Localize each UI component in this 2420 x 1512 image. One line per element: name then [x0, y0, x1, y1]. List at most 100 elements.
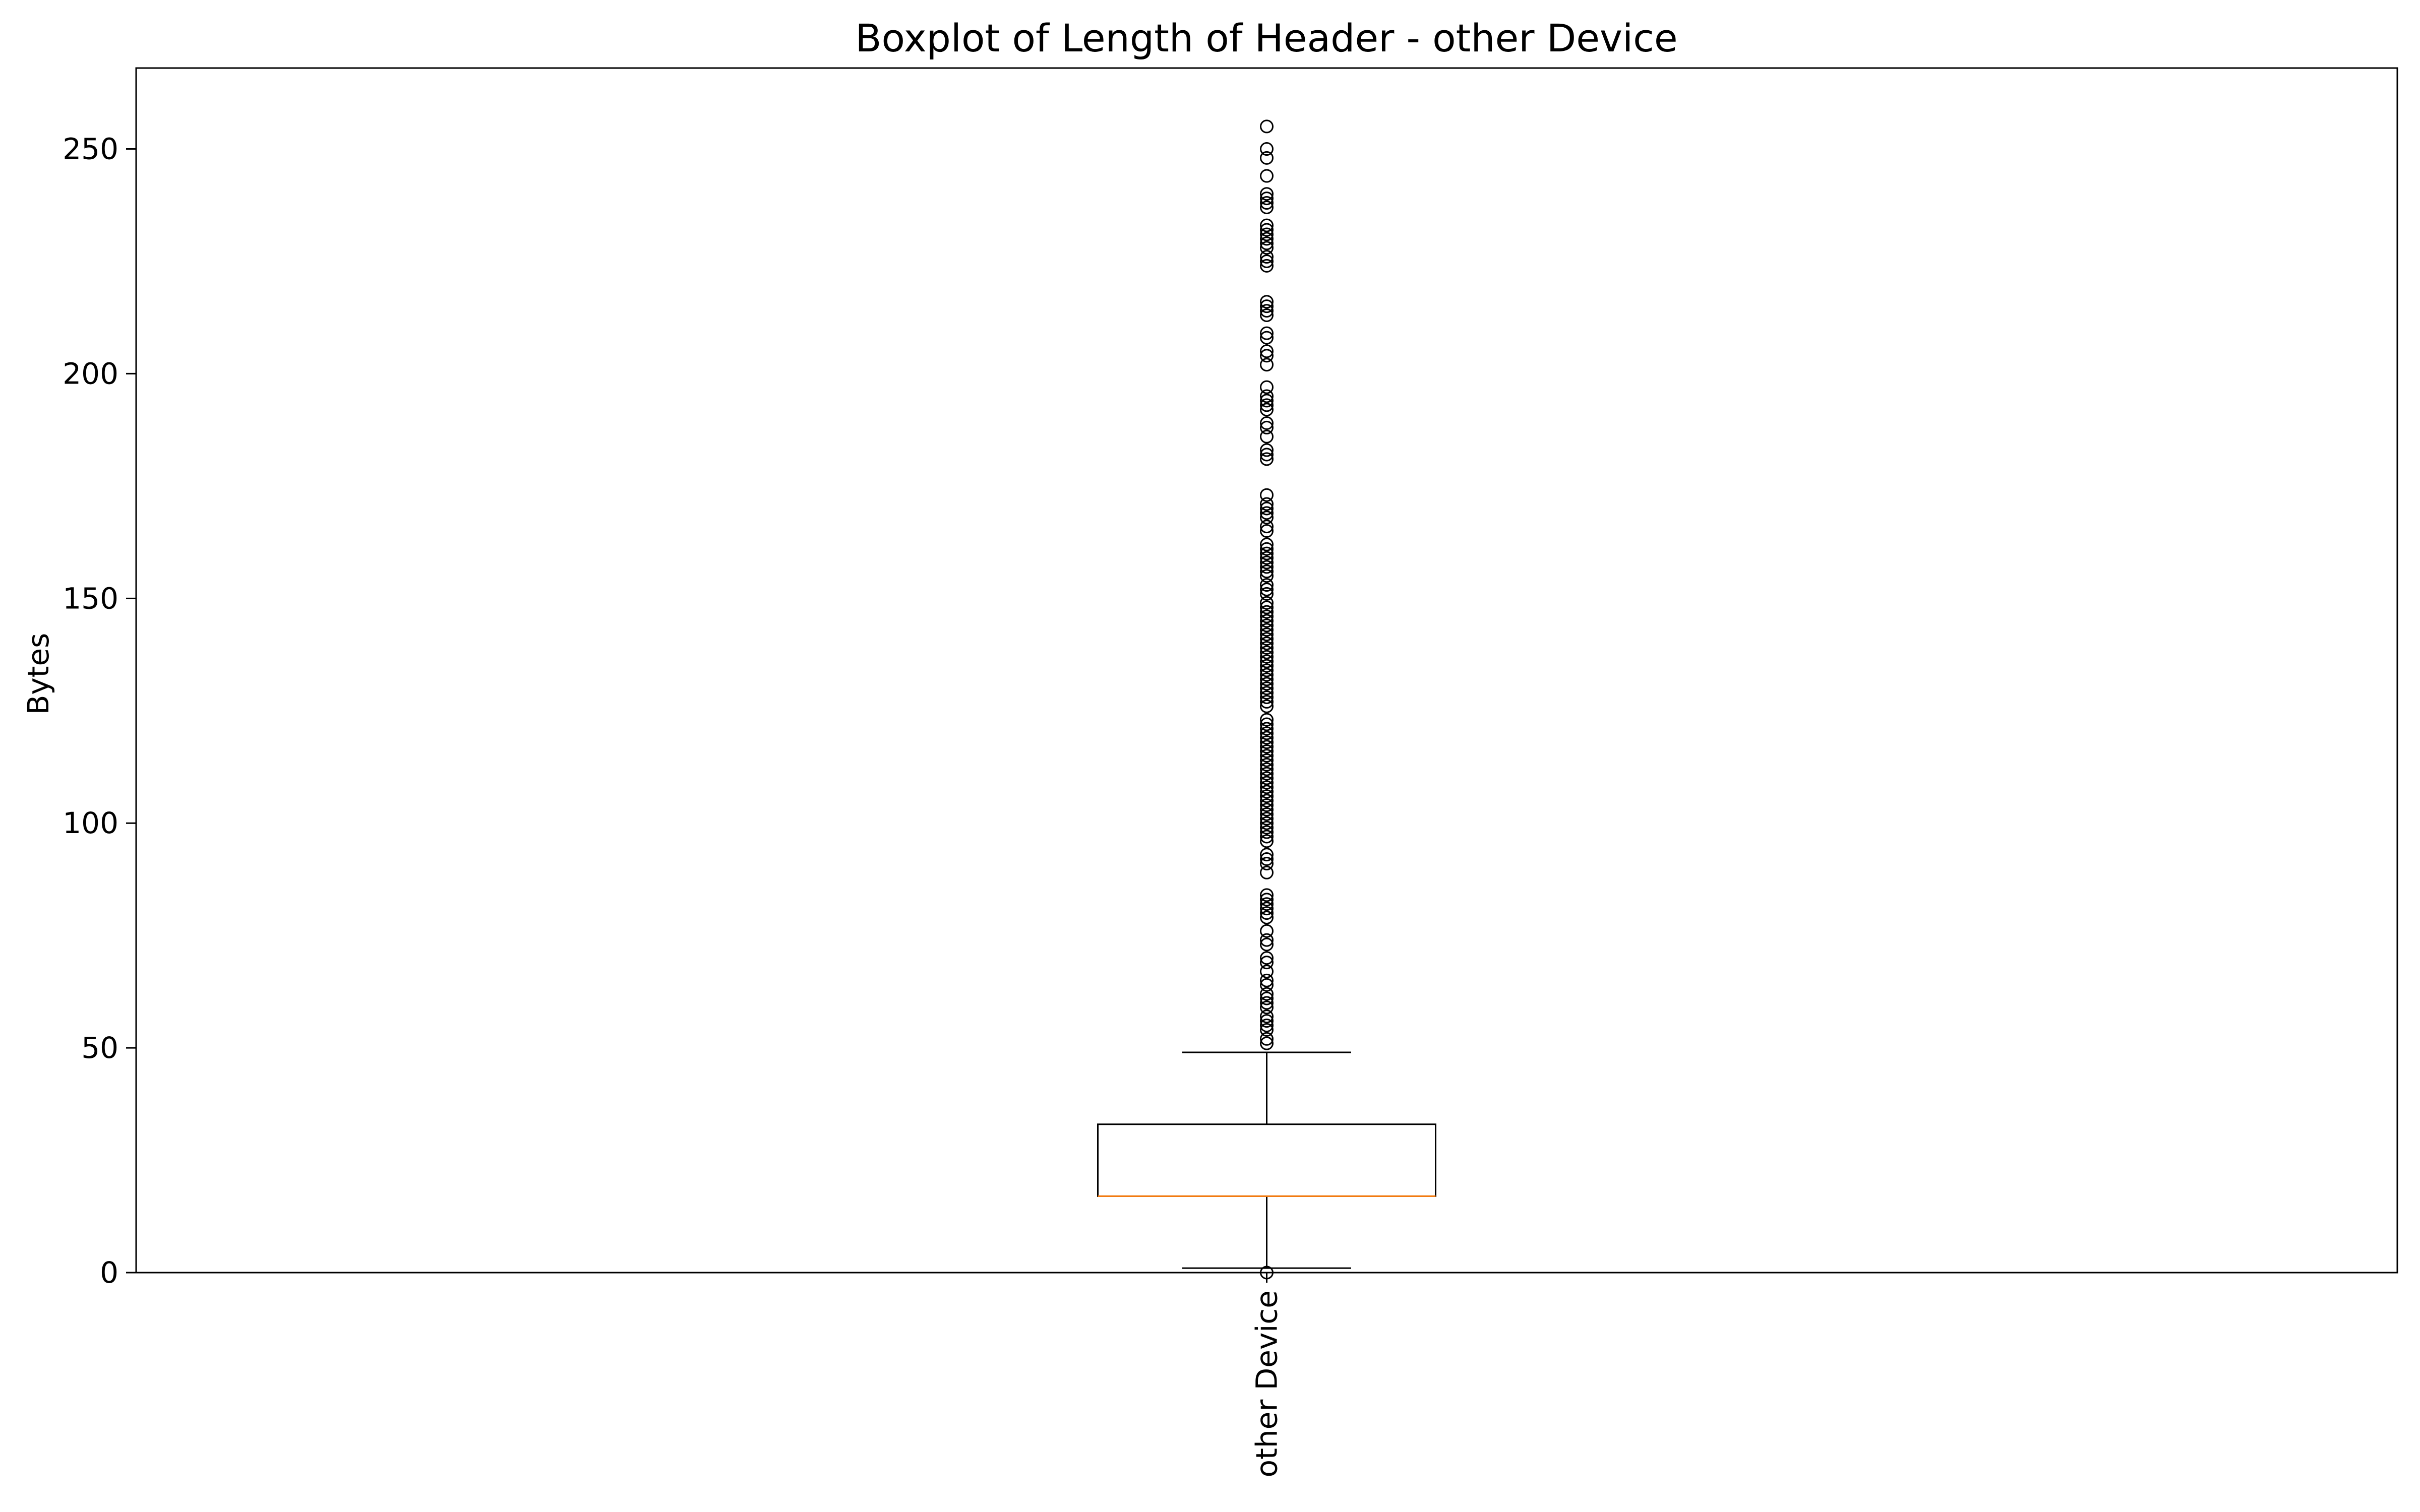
outlier-point [1260, 520, 1274, 534]
outlier-point [1260, 834, 1274, 848]
outlier-point [1260, 852, 1274, 866]
outlier-point [1260, 780, 1274, 794]
outlier-point [1260, 1036, 1274, 1050]
outlier-point [1260, 902, 1274, 916]
outlier-point [1260, 789, 1274, 803]
outlier-point [1260, 420, 1274, 434]
outlier-point [1260, 596, 1274, 610]
outlier-point [1260, 259, 1274, 273]
outlier-point [1260, 1019, 1274, 1033]
outlier-point [1260, 956, 1274, 970]
outlier-point [1260, 501, 1274, 516]
outlier-point [1260, 825, 1274, 839]
outlier-point [1260, 654, 1274, 668]
outlier-point [1260, 731, 1274, 745]
outlier-point [1260, 771, 1274, 785]
outlier-point [1260, 1010, 1274, 1024]
y-tick-label: 50 [81, 1031, 118, 1065]
outlier-point [1260, 762, 1274, 776]
outlier-point [1260, 910, 1274, 924]
outlier-point [1260, 758, 1274, 772]
outlier-point [1260, 699, 1274, 713]
outlier-point [1260, 888, 1274, 902]
outlier-point [1260, 933, 1274, 947]
outlier-point [1260, 403, 1274, 417]
outlier-point [1260, 991, 1274, 1005]
outlier-point [1260, 987, 1274, 1001]
outlier-point [1260, 965, 1274, 978]
outlier-point [1260, 358, 1274, 372]
outlier-point [1260, 308, 1274, 322]
outlier-point [1260, 690, 1274, 705]
outlier-point [1260, 119, 1274, 134]
outlier-point [1260, 906, 1274, 920]
outlier-point [1260, 686, 1274, 700]
outlier-point [1260, 865, 1274, 879]
outlier-point [1260, 443, 1274, 457]
outlier-point [1260, 227, 1274, 241]
outlier-point [1260, 151, 1274, 165]
outlier-point [1260, 668, 1274, 682]
outlier-point [1260, 1023, 1274, 1037]
outlier-point [1260, 196, 1274, 210]
outlier-point [1260, 776, 1274, 790]
outlier-point [1260, 663, 1274, 677]
outlier-point [1260, 802, 1274, 816]
outlier-point [1260, 748, 1274, 763]
outlier-point [1260, 897, 1274, 911]
outlier-point [1260, 996, 1274, 1010]
outlier-point [1260, 299, 1274, 313]
outlier-point [1260, 856, 1274, 870]
outlier-point [1260, 605, 1274, 619]
outlier-point [1260, 794, 1274, 808]
outlier-point [1260, 798, 1274, 812]
outlier-point [1260, 524, 1274, 538]
outlier-point [1260, 223, 1274, 237]
outlier-point [1260, 659, 1274, 673]
outlier-point [1260, 811, 1274, 826]
outlier-point [1260, 740, 1274, 754]
outlier-point [1260, 767, 1274, 781]
outlier-point [1260, 816, 1274, 830]
outlier-point [1260, 511, 1274, 525]
outlier-point [1260, 560, 1274, 574]
outlier-point [1260, 785, 1274, 799]
y-tick-label: 200 [63, 356, 118, 391]
outlier-point [1260, 349, 1274, 363]
outlier-point [1260, 632, 1274, 646]
outlier-point [1260, 344, 1274, 358]
outlier-point [1260, 937, 1274, 952]
y-tick-label: 250 [63, 132, 118, 166]
y-tick-label: 150 [63, 581, 118, 615]
outlier-point [1260, 618, 1274, 633]
outlier-point [1260, 1000, 1274, 1015]
outlier-point [1260, 587, 1274, 601]
outlier-point [1260, 389, 1274, 403]
outlier-point [1260, 645, 1274, 659]
outlier-point [1260, 978, 1274, 992]
y-tick-label: 100 [63, 806, 118, 840]
outlier-point [1260, 1266, 1274, 1280]
outlier-point [1260, 380, 1274, 394]
outlier-point [1260, 331, 1274, 345]
outlier-point [1260, 304, 1274, 318]
outlier-point [1260, 672, 1274, 686]
chart-title: Boxplot of Length of Header - other Devi… [855, 16, 1677, 60]
outlier-point [1260, 1032, 1274, 1046]
outlier-point [1260, 542, 1274, 556]
outlier-point [1260, 429, 1274, 444]
outlier-point [1260, 232, 1274, 246]
outlier-point [1260, 609, 1274, 623]
outlier-point [1260, 807, 1274, 821]
outlier-point [1260, 250, 1274, 264]
outlier-point [1260, 448, 1274, 462]
outlier-point [1260, 641, 1274, 655]
outlier-point [1260, 830, 1274, 844]
outlier-point [1260, 555, 1274, 570]
outlier-point [1260, 452, 1274, 466]
outlier-point [1260, 546, 1274, 560]
outlier-point [1260, 488, 1274, 502]
outlier-point [1260, 717, 1274, 731]
outlier-point [1260, 236, 1274, 250]
